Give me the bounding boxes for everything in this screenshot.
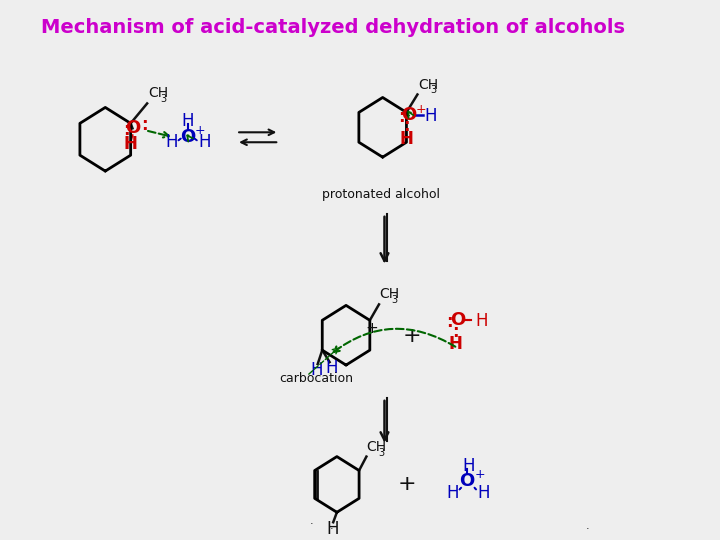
Text: :: :	[123, 122, 130, 139]
Text: 3: 3	[391, 295, 397, 306]
Text: :: :	[140, 116, 148, 134]
Text: H: H	[400, 130, 413, 148]
Text: CH: CH	[379, 287, 399, 301]
Text: H: H	[165, 133, 177, 151]
Text: +: +	[365, 321, 378, 336]
Text: H: H	[449, 335, 463, 353]
Text: .: .	[310, 516, 313, 526]
Text: Mechanism of acid-catalyzed dehydration of alcohols: Mechanism of acid-catalyzed dehydration …	[41, 18, 625, 37]
Text: 3: 3	[378, 448, 384, 457]
Text: carbocation: carbocation	[279, 372, 354, 384]
Text: H: H	[477, 484, 490, 502]
Text: H: H	[310, 361, 323, 379]
Text: +: +	[402, 326, 421, 346]
Text: H: H	[181, 112, 194, 130]
Text: +: +	[195, 124, 206, 137]
Text: H: H	[326, 520, 338, 538]
Text: H: H	[462, 456, 475, 475]
Text: H: H	[425, 107, 437, 125]
Text: CH: CH	[148, 86, 168, 100]
Text: O: O	[180, 129, 195, 146]
Text: +: +	[474, 468, 485, 481]
Text: CH: CH	[418, 78, 438, 91]
Text: .: .	[586, 521, 590, 531]
Text: CH: CH	[366, 440, 387, 454]
Text: +: +	[398, 475, 417, 495]
Text: H: H	[124, 135, 138, 153]
Text: O: O	[459, 472, 474, 490]
Text: :: :	[453, 323, 459, 341]
Text: protonated alcohol: protonated alcohol	[323, 188, 440, 201]
Text: :: :	[398, 109, 405, 126]
Text: O: O	[125, 119, 140, 137]
Text: 3: 3	[160, 94, 166, 104]
Text: H: H	[198, 133, 210, 151]
Text: .: .	[330, 521, 333, 531]
Text: :: :	[403, 117, 410, 136]
Text: H: H	[446, 484, 459, 502]
Text: H: H	[475, 312, 487, 330]
Text: O: O	[450, 311, 465, 329]
Text: :: :	[446, 313, 453, 332]
Text: O: O	[400, 106, 416, 124]
Text: +: +	[415, 103, 426, 116]
Text: H: H	[325, 359, 338, 377]
Text: 3: 3	[431, 85, 436, 96]
